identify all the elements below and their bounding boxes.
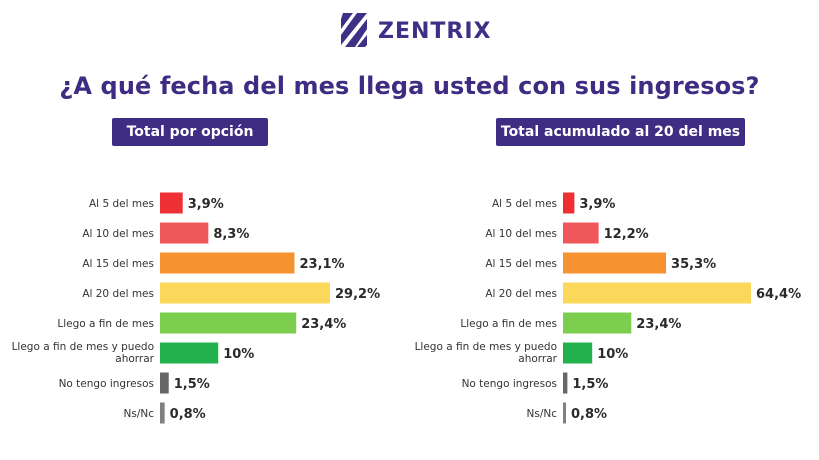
right-bar-5 — [563, 342, 593, 364]
left-category-label-1: Al 10 del mes — [82, 228, 154, 240]
right-bar-1 — [563, 222, 599, 244]
right-category-label-2: Al 15 del mes — [485, 258, 557, 270]
left-bar-4 — [160, 312, 297, 334]
right-bar-0 — [563, 192, 575, 214]
left-value-label-4: 23,4% — [301, 317, 346, 332]
left-category-label-7: Ns/Nc — [124, 408, 155, 420]
left-value-label-0: 3,9% — [188, 197, 224, 212]
right-category-label-5: Llego a fin de mes y puedo ahorrar — [415, 341, 558, 365]
right-category-label-4: Llego a fin de mes — [460, 318, 557, 330]
right-value-label-4: 23,4% — [636, 317, 681, 332]
right-bar-7 — [563, 402, 566, 424]
left-value-label-6: 1,5% — [174, 377, 210, 392]
page-title: ¿A qué fecha del mes llega usted con sus… — [59, 72, 760, 100]
right-value-label-5: 10% — [597, 347, 628, 362]
left-value-label-7: 0,8% — [170, 407, 206, 422]
left-category-label-2: Al 15 del mes — [82, 258, 154, 270]
left-category-label-6: No tengo ingresos — [59, 378, 154, 390]
right-bar-2 — [563, 252, 667, 274]
right-value-label-7: 0,8% — [571, 407, 607, 422]
right-category-label-1: Al 10 del mes — [485, 228, 557, 240]
left-bar-0 — [160, 192, 183, 214]
left-category-label-5: Llego a fin de mes y puedo ahorrar — [12, 341, 155, 365]
brand-name: ZENTRIX — [378, 18, 492, 44]
right-bar-6 — [563, 372, 568, 394]
right-category-label-0: Al 5 del mes — [492, 198, 557, 210]
right-category-label-7: Ns/Nc — [527, 408, 558, 420]
right-panel-title: Total acumulado al 20 del mes — [496, 118, 745, 146]
left-bar-7 — [160, 402, 165, 424]
right-bar-3 — [563, 282, 751, 304]
zentrix-logo-icon — [341, 13, 367, 47]
right-category-label-6: No tengo ingresos — [462, 378, 557, 390]
left-category-label-0: Al 5 del mes — [89, 198, 154, 210]
left-bar-2 — [160, 252, 295, 274]
left-value-label-2: 23,1% — [299, 257, 344, 272]
left-category-label-3: Al 20 del mes — [82, 288, 154, 300]
left-value-label-1: 8,3% — [213, 227, 249, 242]
left-value-label-3: 29,2% — [335, 287, 380, 302]
left-panel-title: Total por opción — [112, 118, 268, 146]
left-bar-1 — [160, 222, 209, 244]
right-bar-4 — [563, 312, 632, 334]
brand-logo: ZENTRIX — [337, 11, 492, 51]
left-bar-6 — [160, 372, 169, 394]
left-bar-5 — [160, 342, 219, 364]
right-value-label-0: 3,9% — [579, 197, 615, 212]
right-category-label-3: Al 20 del mes — [485, 288, 557, 300]
right-value-label-3: 64,4% — [756, 287, 801, 302]
right-value-label-1: 12,2% — [604, 227, 649, 242]
right-value-label-2: 35,3% — [671, 257, 716, 272]
left-category-label-4: Llego a fin de mes — [57, 318, 154, 330]
right-value-label-6: 1,5% — [572, 377, 608, 392]
left-bar-3 — [160, 282, 330, 304]
left-value-label-5: 10% — [223, 347, 254, 362]
